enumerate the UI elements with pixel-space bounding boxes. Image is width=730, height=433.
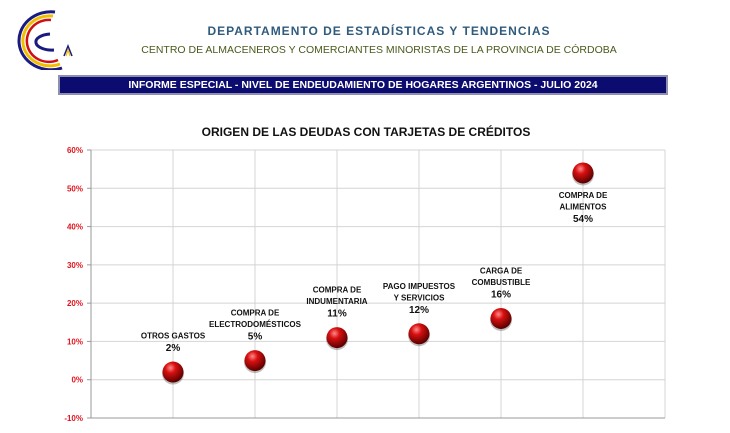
organization-logo (17, 10, 73, 70)
data-point-label: COMBUSTIBLE (472, 278, 531, 287)
y-tick-label: 50% (67, 184, 83, 193)
y-tick-label: 10% (67, 337, 83, 346)
data-point-label: PAGO IMPUESTOS (383, 282, 456, 291)
data-point-label: Y SERVICIOS (394, 293, 446, 302)
data-value-label: 5% (248, 332, 263, 343)
chart-title: ORIGEN DE LAS DEUDAS CON TARJETAS DE CRÉ… (202, 124, 531, 139)
data-point-label: COMPRA DE (231, 309, 280, 318)
data-point (490, 307, 512, 329)
data-point (572, 162, 594, 184)
data-point-label: ELECTRODOMÉSTICOS (209, 320, 302, 329)
data-point-label: COMPRA DE (559, 191, 608, 200)
data-value-label: 16% (491, 289, 511, 300)
organization-subtitle: CENTRO DE ALMACENEROS Y COMERCIANTES MIN… (141, 44, 617, 56)
data-point (244, 350, 266, 372)
department-title: DEPARTAMENTO DE ESTADÍSTICAS Y TENDENCIA… (207, 24, 551, 38)
y-tick-label: 0% (71, 376, 83, 385)
data-point-label: INDUMENTARIA (306, 297, 367, 306)
report-banner: INFORME ESPECIAL - NIVEL DE ENDEUDAMIENT… (58, 75, 668, 95)
y-tick-label: 30% (67, 261, 83, 270)
data-value-label: 11% (327, 309, 347, 320)
data-point-label: OTROS GASTOS (141, 332, 206, 341)
data-point-label: ALIMENTOS (560, 202, 608, 211)
y-tick-label: 40% (67, 223, 83, 232)
data-point-label: COMPRA DE (313, 286, 362, 295)
data-point-label: CARGA DE (480, 266, 523, 275)
y-tick-label: 20% (67, 299, 83, 308)
data-point (326, 327, 348, 349)
data-point (162, 361, 184, 383)
data-point (408, 323, 430, 345)
data-value-label: 12% (409, 305, 429, 316)
y-tick-label: 60% (67, 146, 83, 155)
y-tick-label: -10% (64, 414, 83, 423)
data-value-label: 2% (166, 343, 181, 354)
data-value-label: 54% (573, 214, 593, 225)
